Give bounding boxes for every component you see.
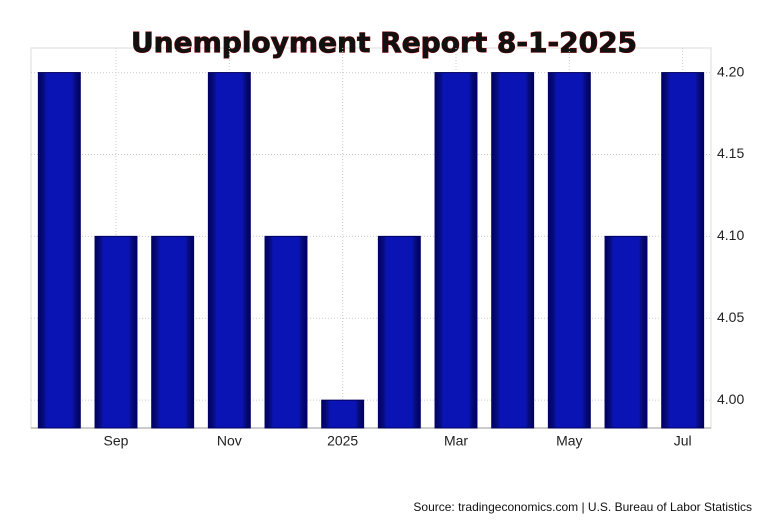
- bar-shade: [321, 400, 364, 428]
- bar-shade: [265, 236, 307, 428]
- bar-shade: [435, 72, 477, 428]
- y-tick-label: 4.10: [717, 227, 744, 243]
- y-tick-label: 4.00: [717, 391, 744, 407]
- x-tick-label: May: [556, 433, 582, 449]
- bar-shade: [38, 72, 81, 428]
- x-tick-label: Sep: [104, 433, 129, 449]
- source: Source: tradingeconomics.com | U.S. Bure…: [413, 500, 752, 514]
- bar-shade: [151, 236, 194, 428]
- bar-shade: [95, 236, 137, 428]
- y-tick-label: 4.05: [717, 309, 744, 325]
- x-tick-label: Mar: [444, 433, 468, 449]
- x-tick-label: 2025: [327, 433, 358, 449]
- y-tick-label: 4.20: [717, 63, 744, 79]
- x-tick-label: Nov: [217, 433, 242, 449]
- bar-shade: [548, 72, 591, 428]
- bar-shade: [605, 236, 647, 428]
- x-tick-label: Jul: [674, 433, 692, 449]
- y-tick-label: 4.15: [717, 145, 744, 161]
- bar-shade: [661, 72, 704, 428]
- bar-shade: [208, 72, 251, 428]
- chart-title: Unemployment Report 8-1-2025: [131, 26, 637, 59]
- bar-shade: [491, 72, 534, 428]
- bar-shade: [378, 236, 421, 428]
